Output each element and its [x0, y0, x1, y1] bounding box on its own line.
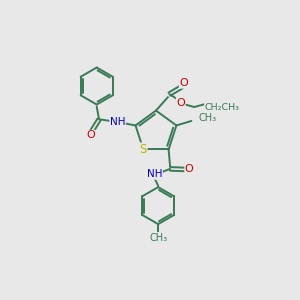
Text: O: O: [185, 164, 194, 175]
Text: O: O: [176, 98, 185, 107]
Text: S: S: [140, 143, 147, 156]
Text: CH₃: CH₃: [199, 113, 217, 123]
Text: CH₂CH₃: CH₂CH₃: [205, 103, 240, 112]
Text: CH₃: CH₃: [149, 232, 167, 243]
Text: NH: NH: [110, 117, 125, 127]
Text: O: O: [179, 78, 188, 88]
Text: O: O: [86, 130, 95, 140]
Text: NH: NH: [147, 169, 162, 179]
